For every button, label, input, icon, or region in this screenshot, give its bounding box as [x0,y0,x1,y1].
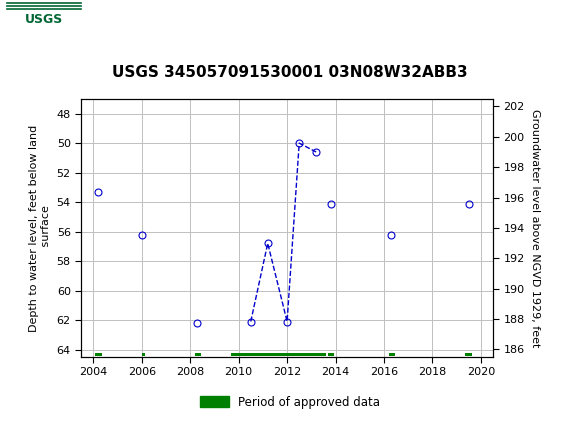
Legend: Period of approved data: Period of approved data [195,391,385,413]
Bar [6,3,81,37]
Y-axis label: Groundwater level above NGVD 1929, feet: Groundwater level above NGVD 1929, feet [530,109,540,347]
Bar [195,353,201,356]
Bar [231,353,326,356]
Bar [142,353,146,356]
Text: USGS 345057091530001 03N08W32ABB3: USGS 345057091530001 03N08W32ABB3 [112,65,468,80]
Y-axis label: Depth to water level, feet below land
 surface: Depth to water level, feet below land su… [30,124,51,332]
Text: USGS: USGS [24,13,63,26]
Bar [465,353,472,356]
Bar [389,353,395,356]
Bar [328,353,334,356]
Bar [95,353,102,356]
